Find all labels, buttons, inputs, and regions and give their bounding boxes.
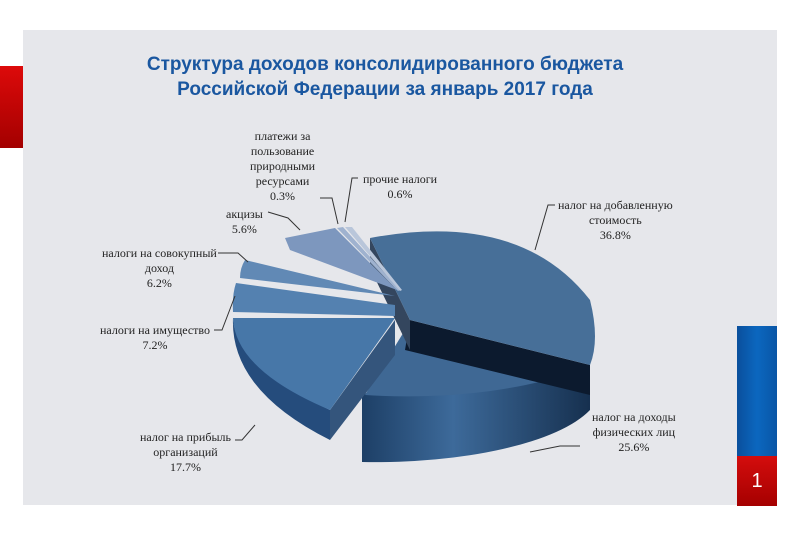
label-text: стоимость	[588, 213, 642, 227]
label-text: налог на добавленную	[558, 198, 673, 212]
label-value: 6.2%	[146, 276, 172, 290]
label-vat: налог на добавленную стоимость 36.8%	[558, 198, 673, 243]
label-value: 5.6%	[231, 222, 257, 236]
title-line-2: Российской Федерации за январь 2017 года	[177, 79, 593, 100]
slice-natural-resources	[337, 227, 400, 291]
title-line-1: Структура доходов консолидированного бюд…	[146, 54, 624, 75]
slice-aggregate	[240, 260, 395, 296]
slice-excise	[285, 228, 397, 290]
label-text: доход	[144, 261, 174, 275]
label-value: 7.2%	[142, 338, 168, 352]
label-ndfl: налог на доходы физических лиц 25.6%	[592, 410, 676, 455]
label-text: организаций	[153, 445, 218, 459]
label-text: физических лиц	[592, 425, 676, 439]
flag-blue-stripe	[737, 326, 777, 456]
label-text: прочие налоги	[363, 172, 438, 186]
label-text: налоги на совокупный	[102, 246, 217, 260]
label-text: налоги на имущество	[100, 323, 210, 337]
label-value: 36.8%	[599, 228, 631, 242]
label-other: прочие налоги 0.6%	[363, 172, 437, 202]
flag-accent: 1	[737, 326, 777, 506]
label-text: природными	[250, 159, 316, 173]
slice-other	[345, 227, 402, 291]
slice-property	[232, 283, 395, 316]
label-natural-resources: платежи за пользование природными ресурс…	[250, 129, 315, 204]
label-property: налоги на имущество 7.2%	[100, 323, 210, 353]
label-value: 0.3%	[270, 189, 296, 203]
label-value: 0.6%	[387, 187, 413, 201]
leader-lines	[214, 177, 580, 453]
label-text: платежи за	[254, 129, 311, 143]
label-text: пользование	[250, 144, 315, 158]
label-value: 17.7%	[169, 460, 201, 474]
label-text: акцизы	[226, 207, 263, 221]
label-excise: акцизы 5.6%	[226, 207, 263, 237]
label-aggregate: налоги на совокупный доход 6.2%	[102, 246, 217, 291]
slice-profit	[232, 318, 395, 440]
label-text: ресурсами	[255, 174, 310, 188]
label-profit: налог на прибыль организаций 17.7%	[140, 430, 231, 475]
label-text: налог на доходы	[592, 410, 676, 424]
red-accent-tab	[0, 66, 23, 148]
label-value: 25.6%	[618, 440, 650, 454]
page-number: 1	[737, 456, 777, 506]
chart-title: Структура доходов консолидированного бюд…	[100, 52, 670, 102]
label-text: налог на прибыль	[140, 430, 231, 444]
